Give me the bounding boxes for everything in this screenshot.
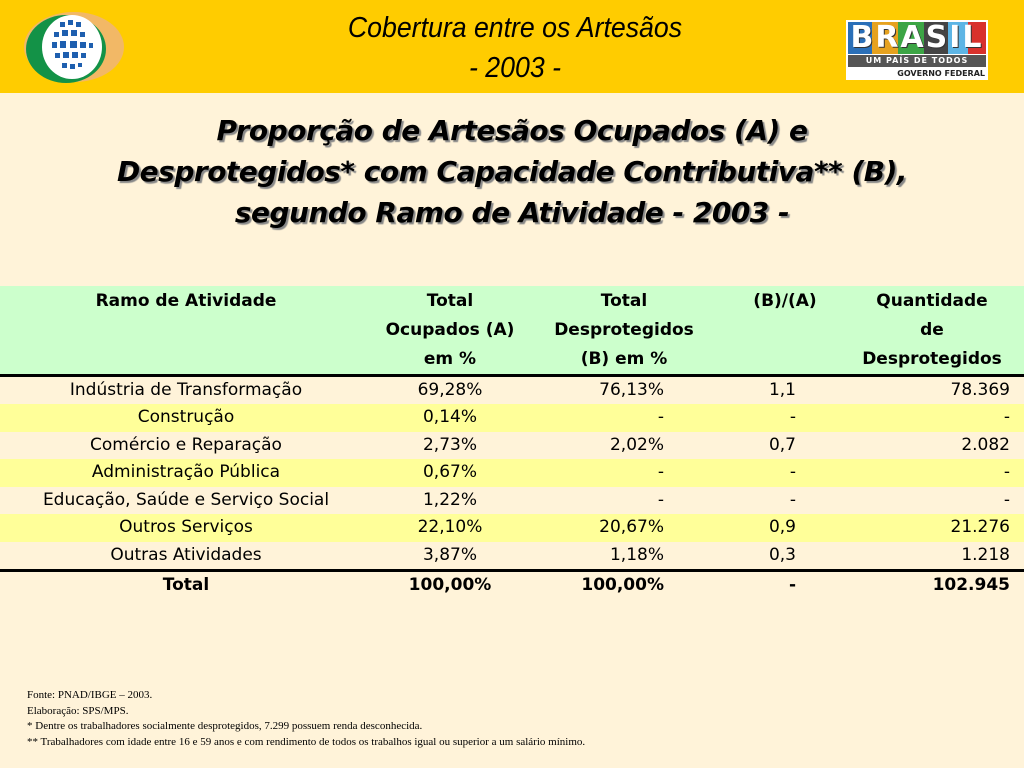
table-row: Comércio e Reparação 2,73% 2,02% 0,7 2.082 bbox=[0, 432, 1024, 460]
cell-ratio: - bbox=[720, 404, 840, 432]
cell-desprotegidos: - bbox=[657, 489, 664, 510]
header-text: Total bbox=[426, 291, 474, 311]
col-header-quantidade: Quantidade de Desprotegidos bbox=[840, 286, 1024, 377]
cell-ocupados: 69,28% bbox=[417, 380, 483, 400]
table-row: Educação, Saúde e Serviço Social 1,22% - - - bbox=[0, 487, 1024, 515]
header-text: Ocupados (A) bbox=[385, 320, 515, 340]
cell-ocupados: 2,73% bbox=[422, 434, 477, 455]
brasil-logo-subtitle: UM PAÍS DE TODOS bbox=[848, 55, 986, 67]
table-header-row: Ramo de Atividade Total Ocupados (A) em % … bbox=[0, 286, 1024, 377]
cell-ramo: Administração Pública bbox=[0, 459, 372, 487]
social-security-logo bbox=[24, 12, 124, 83]
cell-desprotegidos: - bbox=[528, 404, 720, 432]
cell-ratio: 0,9 bbox=[720, 514, 840, 542]
cell-quantidade: - bbox=[1003, 489, 1010, 510]
cell-ratio: 1,1 bbox=[768, 380, 796, 400]
table-row: Administração Pública 0,67% - - - bbox=[0, 459, 1024, 487]
total-ocupados: 100,00% bbox=[372, 568, 528, 600]
cell-ratio: 0,3 bbox=[768, 544, 796, 565]
cell-quantidade: 21.276 bbox=[840, 514, 1024, 542]
footnote-source: Fonte: PNAD/IBGE – 2003. bbox=[27, 689, 153, 701]
total-desprotegidos: 100,00% bbox=[528, 568, 720, 600]
cell-ocupados: 0,67% bbox=[372, 459, 528, 487]
col-header-ramo: Ramo de Atividade bbox=[0, 286, 372, 377]
cell-ratio: - bbox=[789, 489, 796, 510]
cell-desprotegidos: 1,18% bbox=[609, 544, 664, 565]
header-text: em % bbox=[423, 349, 477, 369]
slide-title: Proporção de Artesãos Ocupados (A) e Des… bbox=[20, 110, 1004, 233]
cell-desprotegidos: 20,67% bbox=[528, 514, 720, 542]
slide-title-line1: Proporção de Artesãos Ocupados (A) e bbox=[216, 114, 808, 147]
cell-quantidade: - bbox=[840, 459, 1024, 487]
cell-ocupados: 22,10% bbox=[372, 514, 528, 542]
cell-ramo: Outras Atividades bbox=[110, 544, 262, 565]
total-ratio: - bbox=[720, 568, 840, 600]
cell-ramo: Comércio e Reparação bbox=[90, 434, 282, 455]
header-text: de bbox=[920, 320, 944, 340]
footnotes: Fonte: PNAD/IBGE – 2003. Elaboração: SPS… bbox=[27, 688, 585, 750]
header-text: Ramo de Atividade bbox=[95, 291, 277, 311]
cell-ramo: Outros Serviços bbox=[0, 514, 372, 542]
brasil-logo: BRASIL UM PAÍS DE TODOS GOVERNO FEDERAL bbox=[846, 20, 988, 80]
header-text: Total bbox=[600, 291, 648, 311]
cell-ocupados: 3,87% bbox=[422, 544, 477, 565]
brasil-logo-caption: GOVERNO FEDERAL bbox=[897, 69, 985, 78]
col-header-ocupados: Total Ocupados (A) em % bbox=[372, 286, 528, 377]
header-title-line2: - 2003 - bbox=[469, 52, 561, 84]
cell-ratio: - bbox=[720, 459, 840, 487]
table-row: Indústria de Transformação 69,28% 76,13% 1,… bbox=[0, 376, 1024, 405]
col-header-ratio: (B)/(A) bbox=[720, 286, 840, 377]
header-text: (B) em % bbox=[580, 349, 668, 369]
table-total-row: Total 100,00% 100,00% - 102.945 bbox=[0, 568, 1024, 600]
cell-ocupados: 1,22% bbox=[422, 489, 477, 510]
table-row: Outros Serviços 22,10% 20,67% 0,9 21.276 bbox=[0, 514, 1024, 542]
slide-title-line3: segundo Ramo de Atividade - 2003 - bbox=[234, 196, 790, 229]
cell-ratio: 0,7 bbox=[768, 434, 796, 455]
header-bar: Cobertura entre os Artesãos - 2003 - BRA… bbox=[0, 0, 1024, 93]
col-header-desprotegidos: Total Desprotegidos (B) em % bbox=[528, 286, 720, 377]
footnote-elaboration: Elaboração: SPS/MPS. bbox=[27, 704, 129, 717]
brasil-logo-word: BRASIL bbox=[850, 20, 984, 55]
header-text: (B)/(A) bbox=[753, 291, 817, 311]
header-text: Desprotegidos bbox=[862, 349, 1002, 369]
cell-desprotegidos: 2,02% bbox=[609, 434, 664, 455]
cell-ramo: Educação, Saúde e Serviço Social bbox=[42, 489, 330, 510]
total-quantidade: 102.945 bbox=[840, 568, 1024, 600]
cell-quantidade: 78.369 bbox=[950, 380, 1010, 400]
cell-ramo: Construção bbox=[0, 404, 372, 432]
cell-ramo: Indústria de Transformação bbox=[69, 380, 303, 400]
data-table: Ramo de Atividade Total Ocupados (A) em % … bbox=[0, 286, 1024, 600]
cell-ocupados: 0,14% bbox=[372, 404, 528, 432]
table-row: Construção 0,14% - - - bbox=[0, 404, 1024, 432]
footnote-double-star: ** Trabalhadores com idade entre 16 e 59… bbox=[27, 735, 586, 748]
header-text: Quantidade bbox=[876, 291, 988, 311]
cell-quantidade: 2.082 bbox=[961, 434, 1010, 455]
header-title-line1: Cobertura entre os Artesãos bbox=[347, 12, 683, 44]
cell-quantidade: 1.218 bbox=[961, 544, 1010, 565]
header-title: Cobertura entre os Artesãos - 2003 - bbox=[244, 8, 787, 88]
footnote-star: * Dentre os trabalhadores socialmente de… bbox=[27, 720, 423, 732]
table-row: Outras Atividades 3,87% 1,18% 0,3 1.218 bbox=[0, 542, 1024, 571]
cell-desprotegidos: 76,13% bbox=[599, 380, 664, 400]
total-label: Total bbox=[0, 568, 372, 600]
cell-quantidade: - bbox=[840, 404, 1024, 432]
cell-desprotegidos: - bbox=[528, 459, 720, 487]
logo-color-bands bbox=[848, 22, 986, 54]
slide-title-line2: Desprotegidos* com Capacidade Contributi… bbox=[116, 155, 908, 188]
header-text: Desprotegidos bbox=[554, 320, 694, 340]
